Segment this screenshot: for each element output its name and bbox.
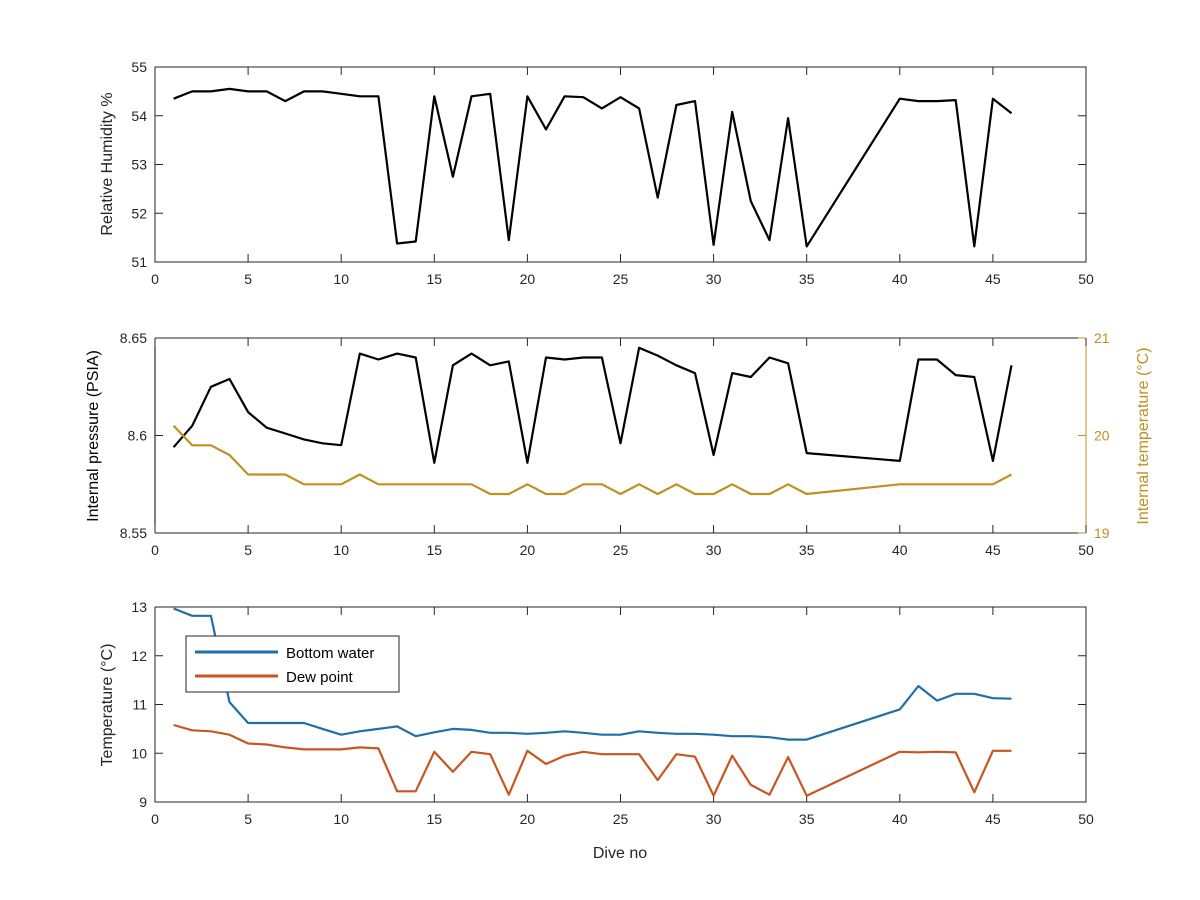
temperature-x-tick-label: 15 (427, 811, 443, 827)
legend-label-bottom-water: Bottom water (286, 645, 374, 662)
temperature-y-tick-label: 12 (131, 648, 147, 664)
x-axis-label: Dive no (593, 845, 647, 862)
temperature-y-tick-label: 13 (131, 599, 147, 615)
temperature-panel: 9 10 11 12 13 0 5 10 15 20 25 30 35 40 45 50 Temperatu… (99, 599, 1094, 862)
humidity-x-tick-label: 25 (613, 271, 629, 287)
humidity-x-tick-label: 35 (799, 271, 815, 287)
pressure-x-tick-label: 10 (333, 542, 349, 558)
temperature-y-tick-label: 9 (139, 794, 147, 810)
pressure-plot-area (155, 338, 1086, 533)
temperature-lines (173, 607, 1012, 797)
temperature-y2-tick-label: 20 (1094, 428, 1110, 444)
temperature-x-tick-label: 35 (799, 811, 815, 827)
pressure-y-tick-label: 8.65 (120, 330, 147, 346)
temperature-y2-axis-label: Internal temperature (°C) (1135, 347, 1152, 524)
pressure-x-tick-label: 45 (985, 542, 1001, 558)
legend-label-dew-point: Dew point (286, 669, 354, 686)
humidity-y-tick-label: 51 (131, 254, 147, 270)
temperature-line-bottom-water (173, 607, 1012, 741)
humidity-y-tick-label: 55 (131, 59, 147, 75)
temperature-y2-ticks: 19 20 21 (1078, 330, 1110, 541)
temperature-y-axis-label: Temperature (°C) (99, 644, 116, 767)
humidity-x-ticks: 0 5 10 15 20 25 30 35 40 45 50 (151, 67, 1094, 287)
temperature-x-tick-label: 50 (1078, 811, 1094, 827)
humidity-x-tick-label: 0 (151, 271, 159, 287)
temperature-x-tick-label: 20 (520, 811, 536, 827)
humidity-x-tick-label: 20 (520, 271, 536, 287)
humidity-panel: 51 52 53 54 55 0 5 10 15 20 25 30 35 40 45 50 Relative… (99, 59, 1094, 287)
pressure-x-tick-label: 40 (892, 542, 908, 558)
humidity-x-tick-label: 50 (1078, 271, 1094, 287)
pressure-x-tick-label: 20 (520, 542, 536, 558)
temperature-y-tick-label: 11 (132, 697, 147, 713)
legend-box (185, 635, 400, 693)
temperature-x-tick-label: 0 (151, 811, 159, 827)
humidity-y-ticks: 51 52 53 54 55 (131, 59, 1086, 270)
humidity-x-tick-label: 30 (706, 271, 722, 287)
humidity-plot-area (154, 66, 1087, 263)
pressure-y-ticks: 8.55 8.6 8.65 (120, 330, 163, 541)
pressure-x-tick-label: 0 (151, 542, 159, 558)
pressure-x-tick-label: 25 (613, 542, 629, 558)
temperature-line-dew-point (173, 723, 1012, 797)
humidity-y-tick-label: 54 (131, 108, 147, 124)
temperature-x-tick-label: 40 (892, 811, 908, 827)
pressure-line-internal-temperature (172, 424, 1013, 496)
temperature-y2-tick-label: 19 (1094, 525, 1110, 541)
pressure-y-tick-label: 8.6 (128, 428, 148, 444)
pressure-y-axis-label: Internal pressure (PSIA) (85, 350, 102, 522)
humidity-lines (173, 87, 1013, 248)
temperature-x-tick-label: 25 (613, 811, 629, 827)
pressure-y-tick-label: 8.55 (120, 525, 147, 541)
temperature-x-ticks: 0 5 10 15 20 25 30 35 40 45 50 (151, 607, 1094, 827)
pressure-line-series-0 (172, 346, 1013, 464)
pressure-x-tick-label: 15 (427, 542, 443, 558)
humidity-y-axis-label: Relative Humidity % (99, 92, 116, 235)
pressure-x-tick-label: 30 (706, 542, 722, 558)
pressure-x-tick-label: 5 (244, 542, 252, 558)
pressure-x-tick-label: 50 (1078, 542, 1094, 558)
temperature-x-tick-label: 10 (333, 811, 349, 827)
humidity-x-tick-label: 5 (244, 271, 252, 287)
temperature-x-tick-label: 45 (985, 811, 1001, 827)
temperature-x-tick-label: 30 (706, 811, 722, 827)
legend: Bottom water Dew point (185, 635, 400, 693)
temperature-y-tick-label: 10 (131, 745, 147, 761)
temperature-x-tick-label: 5 (244, 811, 252, 827)
pressure-x-tick-label: 35 (799, 542, 815, 558)
humidity-line-series-0 (173, 87, 1013, 248)
temperature-y2-tick-label: 21 (1094, 330, 1110, 346)
humidity-y-tick-label: 53 (131, 157, 147, 173)
pressure-x-ticks: 0 5 10 15 20 25 30 35 40 45 50 (151, 338, 1094, 558)
humidity-x-tick-label: 45 (985, 271, 1001, 287)
humidity-x-tick-label: 40 (892, 271, 908, 287)
humidity-x-tick-label: 15 (427, 271, 443, 287)
humidity-x-tick-label: 10 (333, 271, 349, 287)
pressure-lines (172, 346, 1013, 496)
temperature-y-ticks: 9 10 11 12 13 (131, 599, 1086, 810)
humidity-y-tick-label: 52 (131, 205, 147, 221)
